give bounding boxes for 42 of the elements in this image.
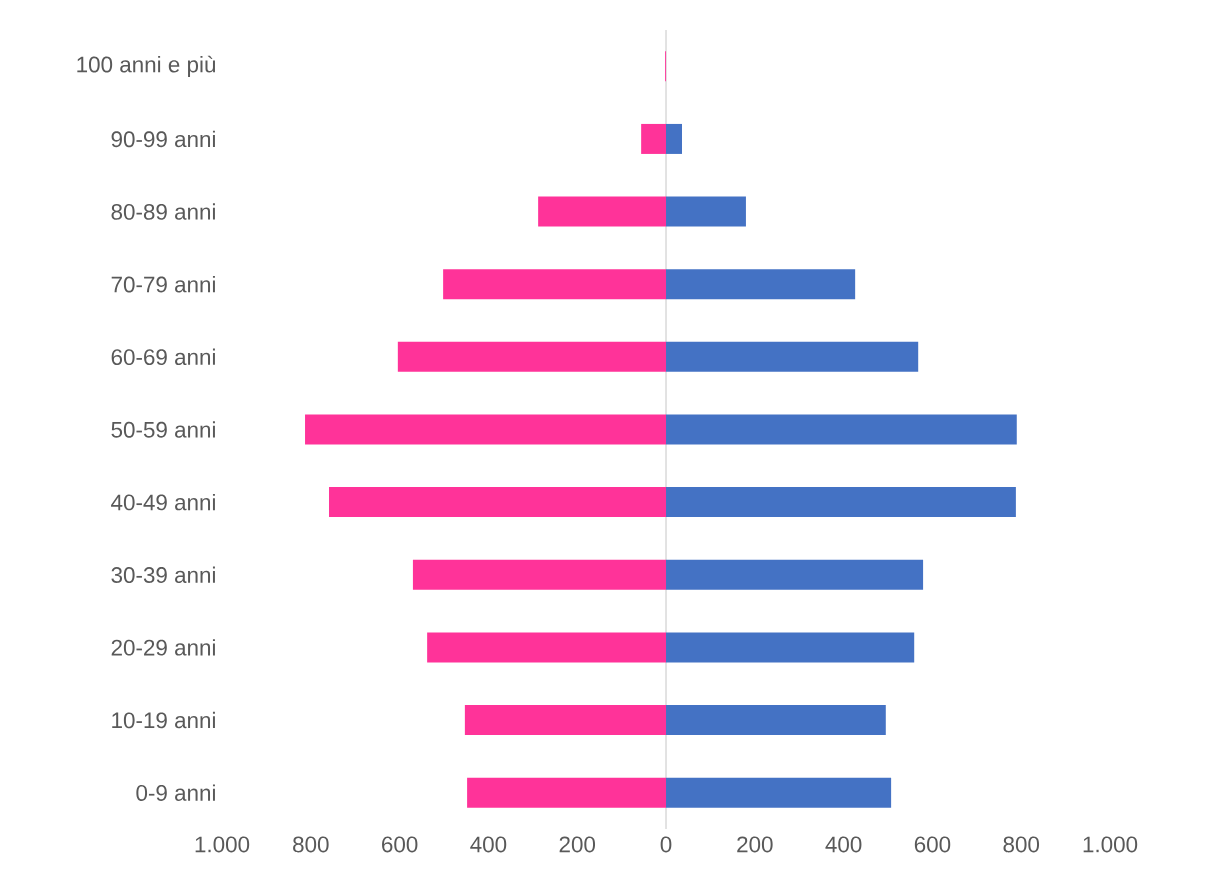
y-tick-label: 30-39 anni [111,566,215,583]
bar [666,632,915,663]
bar [397,341,667,372]
y-tick-label: 80-89 anni [111,203,215,220]
x-tick-label: 400 [470,836,507,853]
x-tick-label: 1.000 [1083,836,1138,853]
bar [412,559,667,590]
y-tick-label: 70-79 anni [111,275,215,293]
bar [467,777,667,808]
x-tick-label: 200 [559,836,596,853]
bar [666,705,886,736]
y-tick-label: 60-69 anni [111,348,215,366]
y-tick-label: 50-59 anni [111,421,215,438]
x-tick-label: 0 [660,836,672,853]
y-tick-label: 0-9 anni [136,784,215,801]
bar [538,196,667,227]
y-tick-label: 40-49 anni [111,493,215,511]
y-tick-label: 20-29 anni [111,639,215,656]
bar [666,341,919,372]
bar [666,777,892,808]
y-tick-label: 90-99 anni [111,130,215,148]
x-tick-label: 600 [914,836,951,853]
bar [666,487,1016,518]
bar [666,196,746,227]
bar [641,123,667,154]
bar [666,123,682,154]
bar [464,705,667,736]
bar [329,487,667,518]
bar [427,632,667,663]
bar [666,269,856,300]
bar [666,559,924,590]
y-tick-label: 10-19 anni [112,711,215,729]
bar [666,414,1017,445]
bar [305,414,667,445]
bar [443,269,667,300]
x-tick-label: 400 [825,836,862,853]
x-tick-label: 200 [737,836,773,853]
y-tick-label: 100 anni e più [77,55,216,77]
x-tick-label: 600 [382,836,418,853]
x-tick-label: 1.000 [195,836,250,853]
x-tick-label: 800 [1003,836,1040,853]
x-tick-label: 800 [293,836,329,853]
